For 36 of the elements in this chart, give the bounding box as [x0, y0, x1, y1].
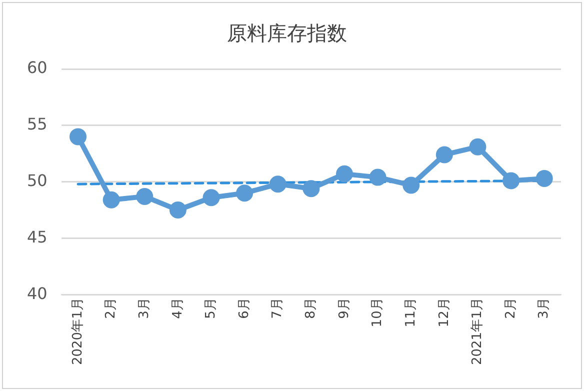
x-tick-label: 2月 [503, 298, 518, 319]
x-tick-label: 3月 [536, 298, 552, 319]
x-tick-label: 8月 [304, 298, 319, 319]
x-tick-label: 3月 [137, 298, 152, 319]
x-tick-label: 2021年1月 [470, 298, 486, 366]
point [202, 189, 220, 206]
point [70, 128, 87, 146]
y-tick-label: 55 [27, 114, 48, 134]
x-tick-label: 11月 [403, 298, 418, 328]
x-tick-label: 7月 [270, 298, 286, 319]
x-tick-label: 5月 [204, 298, 219, 319]
point [169, 202, 186, 219]
point [336, 165, 353, 182]
point [436, 146, 453, 164]
point [469, 138, 486, 156]
x-tick-label: 9月 [336, 298, 352, 319]
y-tick-label: 45 [27, 227, 48, 246]
point [302, 180, 320, 198]
y-tick-label: 40 [27, 284, 48, 303]
point [236, 184, 254, 202]
point [502, 172, 520, 190]
x-tick-label: 6月 [236, 298, 252, 319]
x-tick-label: 2月 [104, 298, 119, 319]
point [536, 170, 553, 187]
chart-title: 原料库存指数 [227, 21, 347, 46]
x-tick-label: 4月 [170, 298, 186, 319]
point [269, 176, 286, 193]
point [402, 176, 420, 194]
y-tick-label: 50 [27, 170, 48, 190]
y-tick-label: 60 [27, 58, 48, 78]
x-tick-label: 2020年1月 [70, 298, 86, 366]
point [369, 168, 386, 186]
point [102, 191, 120, 208]
x-tick-label: 12月 [436, 298, 452, 328]
point [136, 188, 154, 205]
x-tick-label: 10月 [370, 298, 386, 328]
